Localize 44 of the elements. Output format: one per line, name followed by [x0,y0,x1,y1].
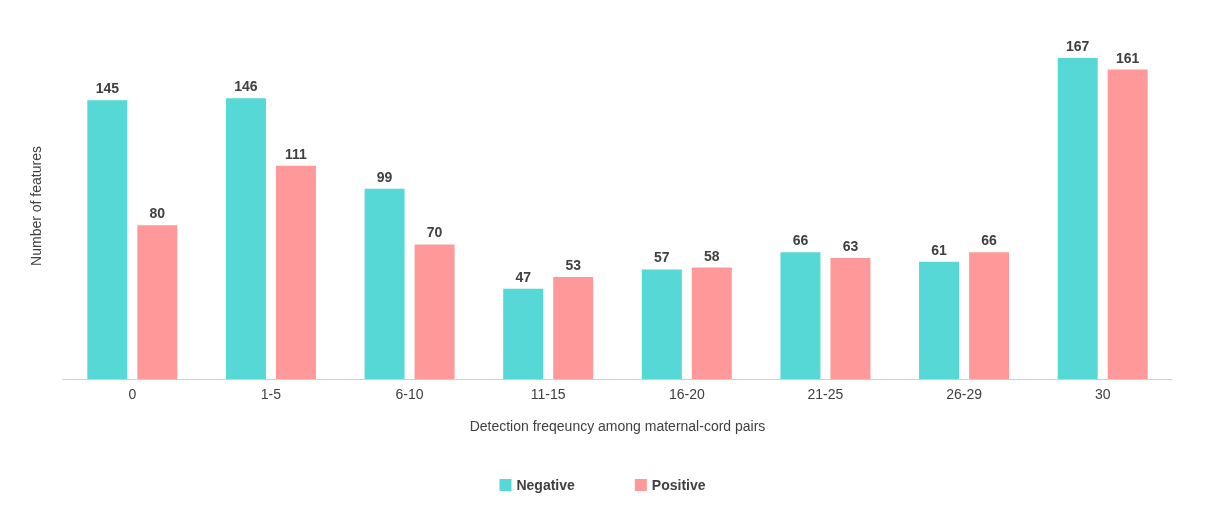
data-label: 61 [931,241,948,258]
x-tick-label: 30 [1094,386,1111,402]
data-label: 63 [842,237,859,254]
bar [503,288,544,379]
x-axis-title: Detection freqeuncy among maternal-cord pairs [469,418,766,434]
x-tick-label: 1-5 [260,386,282,402]
data-label: 66 [981,232,998,249]
bar [275,165,316,379]
data-label: 145 [95,80,120,97]
x-tick-label: 6-10 [395,386,424,402]
bar [1107,69,1148,379]
data-label: 58 [704,247,720,264]
bar [414,244,455,379]
data-label: 66 [792,232,809,249]
bar [364,188,405,379]
data-label: 99 [376,168,393,185]
bar [1057,57,1098,379]
legend-label: Positive [651,477,706,493]
bar [969,252,1010,379]
bar [137,225,178,379]
bar [830,257,871,379]
data-label: 53 [565,257,582,274]
bar [553,277,594,379]
bar [641,269,682,379]
x-tick-label: 26-29 [946,386,983,402]
x-tick-label: 16-20 [668,386,705,402]
x-tick-label: 11-15 [530,386,566,402]
bar [919,261,960,379]
data-label: 70 [426,224,443,241]
bar [691,267,732,379]
y-axis-title: Number of features [28,146,44,266]
data-label: 47 [515,268,532,285]
bar [780,252,821,379]
data-label: 111 [285,145,308,162]
data-label: 167 [1066,37,1090,54]
bar [87,100,128,379]
data-label: 57 [654,249,670,266]
bar [225,98,266,379]
x-tick-label: 21-25 [807,386,844,402]
data-label: 80 [149,205,166,222]
data-label: 146 [234,78,258,95]
legend-label: Negative [516,477,576,493]
data-label: 161 [1116,49,1140,66]
x-tick-label: 0 [128,386,137,402]
